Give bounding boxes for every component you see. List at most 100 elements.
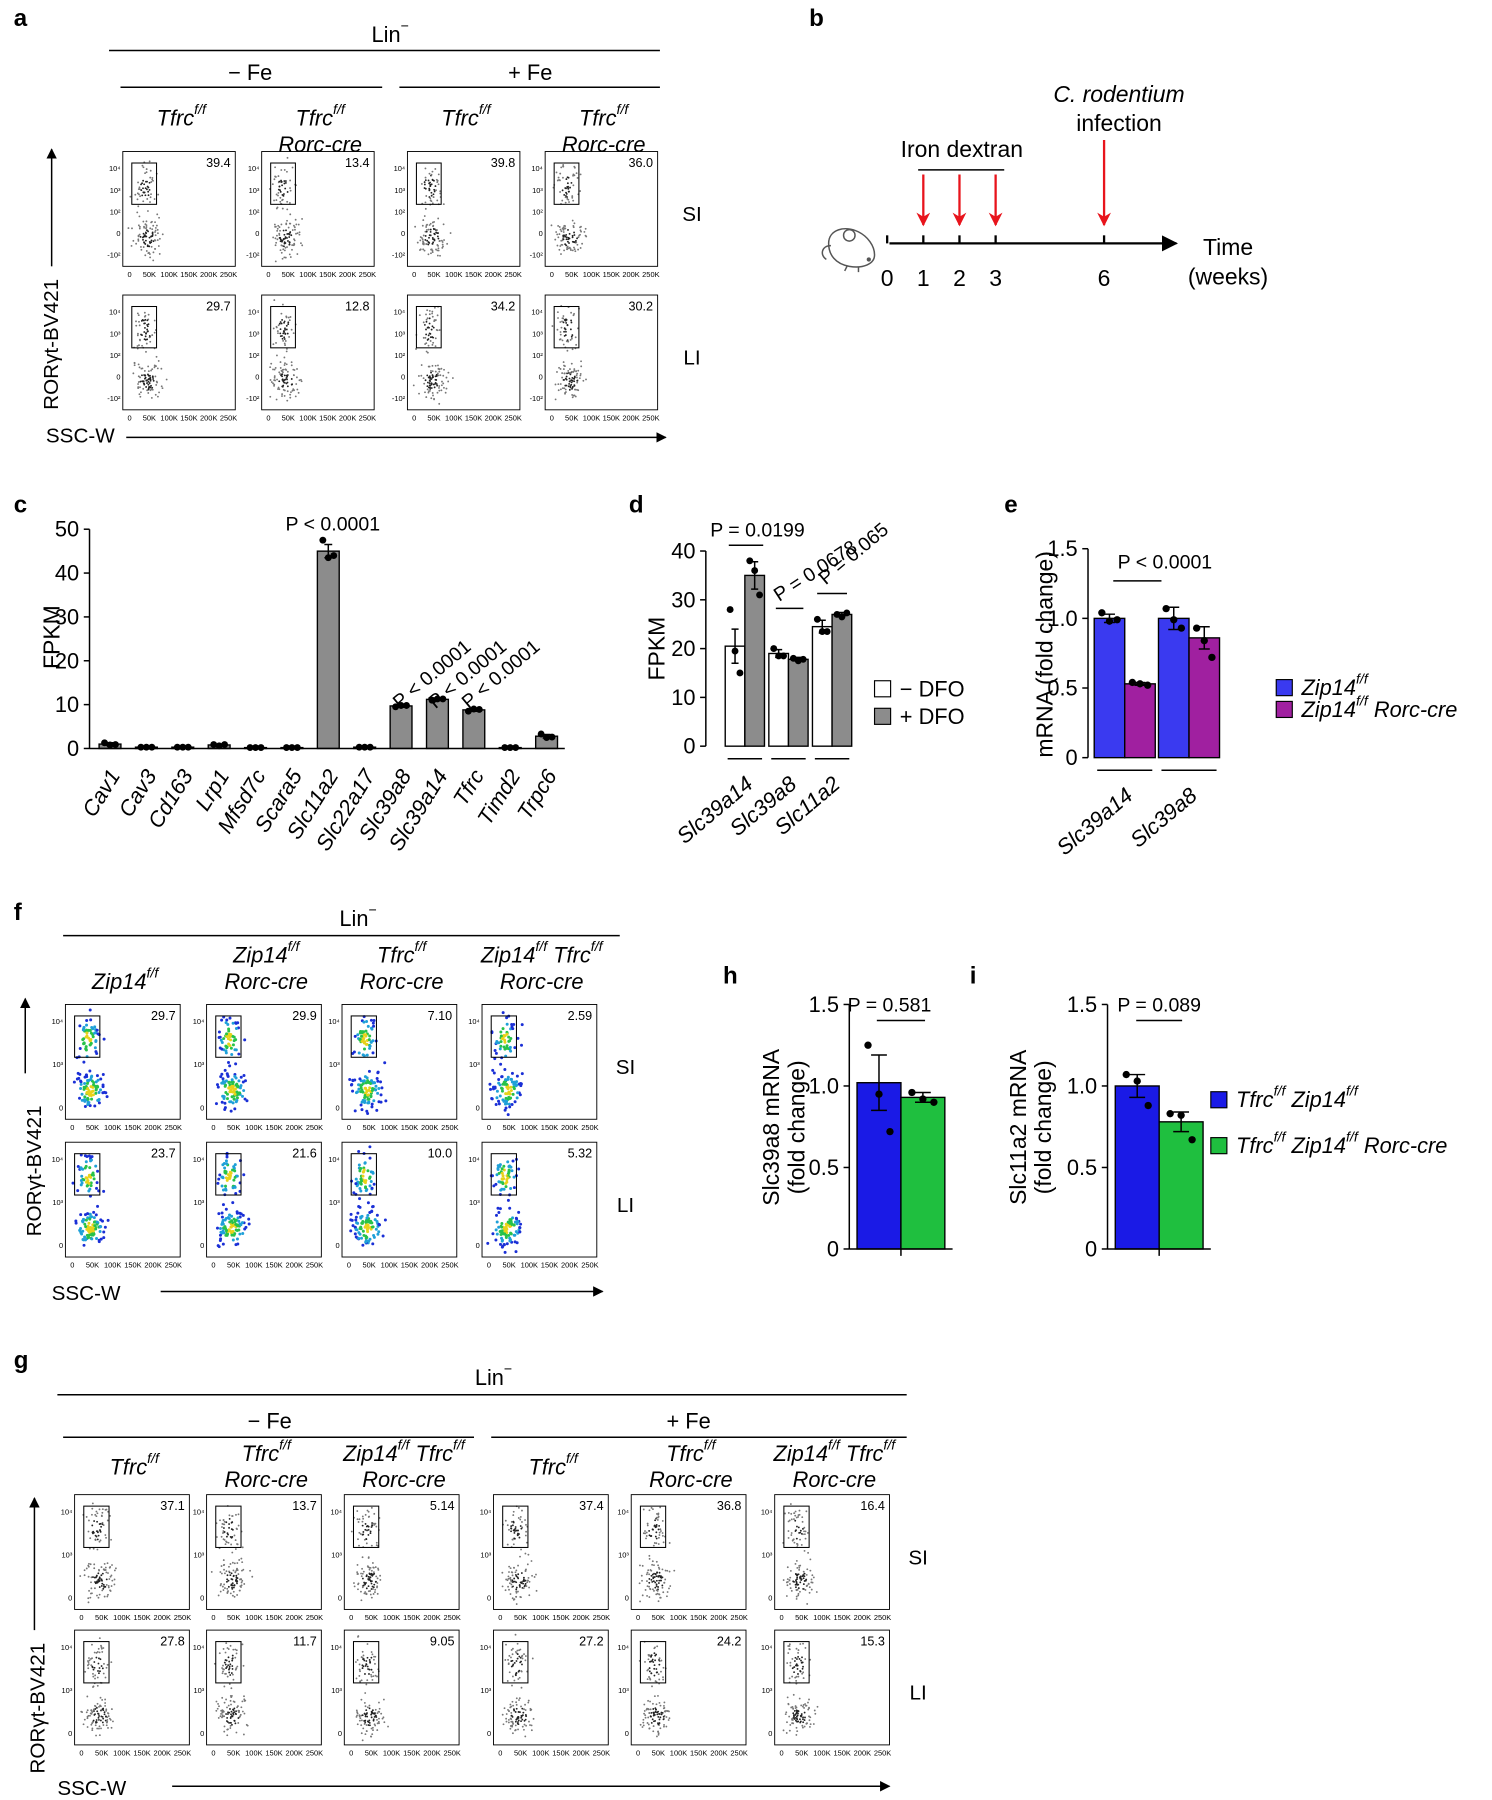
event-dot [648,1654,650,1656]
event-dot [137,181,139,183]
event-dot [274,377,276,379]
event-dot [87,1037,90,1040]
event-dot [658,1582,660,1584]
event-dot [649,1509,651,1511]
event-dot [283,357,285,359]
event-dot [90,1159,93,1162]
event-dot [90,1724,92,1726]
event-dot [361,1719,363,1721]
event-dot [567,182,569,184]
event-dot [224,1531,226,1533]
event-dot [371,1574,373,1576]
event-dot [792,1539,794,1541]
event-dot [281,252,283,254]
event-dot [565,334,567,336]
event-dot [794,1710,796,1712]
y-axis-label: RORγt-BV421 [26,1643,49,1774]
event-dot [84,1225,87,1228]
event-dot [99,1580,101,1582]
event-dot [654,1714,656,1716]
event-dot [97,1530,99,1532]
event-dot [506,1044,509,1047]
y-tick-label: 30 [671,587,695,612]
event-dot [659,1594,661,1596]
event-dot [432,370,434,372]
x-tick-label: 200K [200,413,217,422]
p-value: P = 0.089 [1117,995,1201,1017]
event-dot [580,360,582,362]
event-dot [656,1575,658,1577]
event-dot [91,1508,93,1510]
x-tick-label: 0 [70,1261,74,1270]
event-dot [437,255,439,257]
event-dot [641,1575,643,1577]
event-dot [524,1720,526,1722]
event-dot [430,192,432,194]
x-tick-label: 150K [833,1613,850,1622]
event-dot [367,1565,369,1567]
event-dot [76,1077,79,1080]
bar [832,614,852,746]
event-dot [507,1171,510,1174]
event-dot [374,1589,376,1591]
event-dot [520,1706,522,1708]
event-dot [228,1523,230,1525]
event-dot [141,182,143,184]
event-dot [517,1576,519,1578]
event-dot [656,1517,658,1519]
event-dot [517,1653,519,1655]
event-dot [85,1045,88,1048]
event-dot [506,1713,508,1715]
event-dot [234,1062,237,1065]
event-dot [643,1509,645,1511]
event-dot [524,1580,526,1582]
event-dot [298,224,300,226]
event-dot [222,1077,225,1080]
x-tick-label: 0 [550,270,554,279]
event-dot [98,1715,100,1717]
event-dot [357,1723,359,1725]
event-dot [366,1214,369,1217]
row-label: LI [683,347,700,370]
event-dot [360,1599,362,1601]
event-dot [97,1685,99,1687]
event-dot [506,1033,509,1036]
event-dot [380,1093,383,1096]
x-axis-label: Time [1203,234,1253,260]
event-dot [653,1720,655,1722]
y-tick-label: -10² [392,250,406,259]
x-tick-label: 250K [359,413,376,422]
event-dot [511,1666,513,1668]
event-dot [791,1590,793,1592]
x-tick-label: 250K [730,1748,747,1757]
event-dot [371,1089,374,1092]
x-tick-label: 200K [144,1123,161,1132]
event-dot [664,1579,666,1581]
event-dot [156,381,158,383]
event-dot [138,381,140,383]
event-dot [231,1695,233,1697]
event-dot [291,249,293,251]
event-dot [804,1726,806,1728]
event-dot [515,1721,517,1723]
event-dot [106,1584,108,1586]
event-dot [428,242,430,244]
event-dot [284,364,286,366]
event-dot [144,172,146,174]
event-dot [797,1516,799,1518]
event-dot [221,1216,224,1219]
event-dot [529,1581,531,1583]
event-dot [100,1574,102,1576]
event-dot [429,189,431,191]
event-dot [282,371,284,373]
superscript: f/f [288,939,302,955]
event-dot [571,377,573,379]
event-dot [235,1713,237,1715]
y-tick-label: 10⁴ [531,308,542,317]
event-dot [363,1585,365,1587]
event-dot [508,1663,510,1665]
x-tick-label: 200K [710,1748,727,1757]
event-dot [364,1185,367,1188]
event-dot [138,363,140,365]
event-dot [235,1668,237,1670]
